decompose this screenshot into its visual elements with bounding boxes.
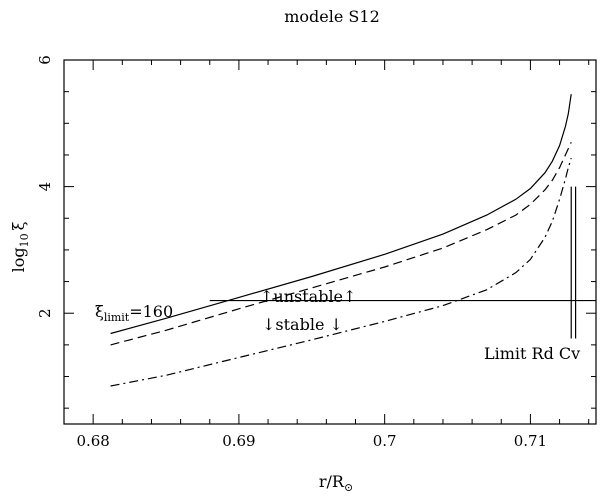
limit-rd-cv-annotation: Limit Rd Cv [484, 344, 580, 363]
xi-limit-value: =160 [129, 302, 173, 321]
plot-frame [63, 59, 597, 425]
y-axis-label: log10 ξ [9, 221, 31, 272]
x-tick-label: 0.71 [514, 432, 547, 450]
series-line-dashed [110, 142, 572, 346]
series-line-solid [110, 94, 572, 335]
x-tick-label: 0.68 [76, 432, 109, 450]
xi-limit-symbol: ξ [95, 302, 104, 321]
x-tick-label: 0.69 [222, 432, 255, 450]
series-line-dashdot [110, 157, 572, 387]
xi-limit-annotation: ξlimit=160 [95, 302, 173, 324]
x-tick-label: 0.7 [373, 432, 397, 450]
x-axis-label: r/R⊙ [319, 472, 353, 494]
y-axis-label-symbol: ξ [9, 221, 28, 230]
y-axis-label-main: log [9, 247, 28, 272]
y-tick-label: 4 [36, 182, 54, 192]
data-series [110, 94, 572, 387]
unstable-annotation: ↑unstable↑ [260, 287, 356, 306]
y-axis-label-sub: 10 [18, 233, 31, 247]
reference-lines [209, 186, 596, 339]
x-axis-label-main: r/R [319, 472, 345, 491]
xi-limit-subscript: limit [104, 311, 130, 324]
stable-annotation: ↓stable ↓ [262, 315, 343, 334]
y-tick-label: 2 [36, 308, 54, 318]
axis-ticks: 0.68 0.69 0.7 0.71 2 4 6 [36, 55, 596, 450]
chart-title: modele S12 [284, 7, 380, 26]
x-axis-label-sub: ⊙ [344, 481, 353, 494]
y-tick-label: 6 [36, 55, 54, 65]
